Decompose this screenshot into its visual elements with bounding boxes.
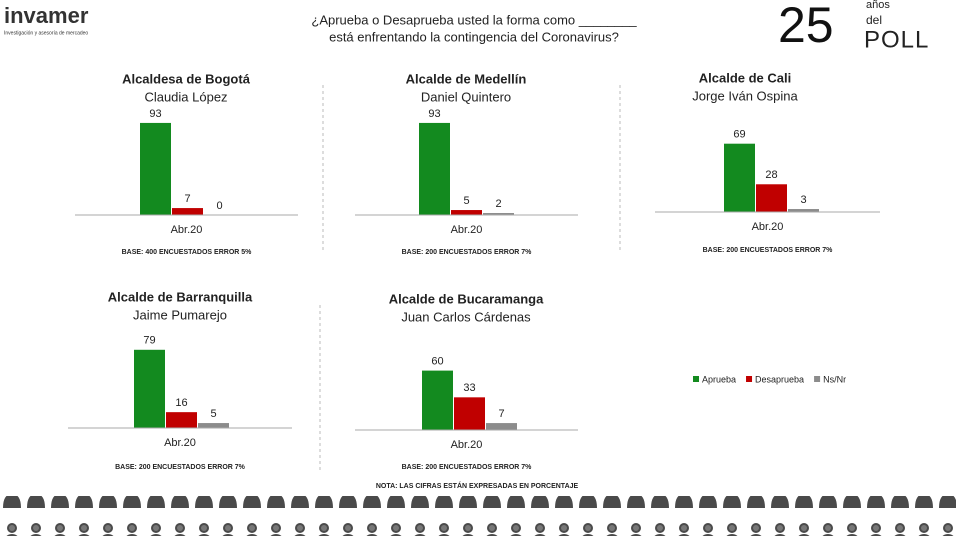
chart-subtitle: Juan Carlos Cárdenas [401,309,531,324]
value-label: 60 [431,356,443,368]
x-tick-label: Abr.20 [164,437,196,449]
base-note: BASE: 200 ENCUESTADOS ERROR 7% [115,464,246,471]
base-note: BASE: 400 ENCUESTADOS ERROR 5% [122,249,253,256]
value-label: 7 [498,408,504,420]
bar [486,423,517,430]
base-note: BASE: 200 ENCUESTADOS ERROR 7% [703,247,834,254]
bar [422,370,453,430]
value-label: 16 [175,397,187,409]
legend-swatch [693,376,699,382]
brand: invamer [4,3,89,28]
legend-label: Desaprueba [755,374,804,384]
value-label: 79 [143,335,155,347]
bar [134,349,165,428]
value-label: 93 [149,108,161,120]
bar [756,184,787,212]
chart-title: Alcaldesa de Bogotá [122,71,251,86]
legend-swatch [746,376,753,382]
question: ¿Aprueba o Desaprueba usted la forma com… [311,12,637,27]
x-tick-label: Abr.20 [451,224,483,236]
bar [172,208,203,215]
legend-label: Aprueba [702,374,736,384]
bar [451,210,482,215]
value-label: 28 [765,169,777,181]
base-note: BASE: 200 ENCUESTADOS ERROR 7% [402,464,533,471]
people-decoration [0,496,956,536]
legend-swatch [814,376,821,382]
bar [419,122,450,215]
base-note: BASE: 200 ENCUESTADOS ERROR 7% [402,249,533,256]
chart-title: Alcalde de Bucaramanga [389,291,544,306]
question: está enfrentando la contingencia del Cor… [329,29,619,44]
x-tick-label: Abr.20 [451,439,483,451]
brand-sub: Investigación y asesoría de mercadeo [4,30,88,36]
footnote: NOTA: LAS CIFRAS ESTÁN EXPRESADAS EN POR… [376,481,579,490]
chart-title: Alcalde de Barranquilla [108,289,253,304]
value-label: 2 [495,198,501,210]
chart-title: Alcalde de Cali [699,70,791,85]
bar [198,423,229,428]
bar [454,397,485,430]
value-label: 93 [428,108,440,120]
chart-title: Alcalde de Medellín [406,71,527,86]
value-label: 7 [184,193,190,205]
bar [724,143,755,212]
badge-text: POLL [864,26,929,53]
chart-subtitle: Jorge Iván Ospina [692,88,798,103]
badge-number: 25 [778,0,834,53]
legend-label: Ns/Nr [823,374,846,384]
value-label: 0 [216,200,222,212]
x-tick-label: Abr.20 [752,221,784,233]
value-label: 69 [733,129,745,141]
value-label: 5 [463,195,469,207]
chart-subtitle: Jaime Pumarejo [133,307,227,322]
value-label: 33 [463,382,475,394]
x-tick-label: Abr.20 [171,224,203,236]
chart-subtitle: Claudia López [144,89,227,104]
bar [483,213,514,215]
badge-text: del [866,13,882,27]
value-label: 3 [800,194,806,206]
badge-text: años [866,0,890,11]
bar [166,412,197,428]
bar [788,209,819,212]
value-label: 5 [210,408,216,420]
bar [140,122,171,215]
chart-subtitle: Daniel Quintero [421,89,511,104]
